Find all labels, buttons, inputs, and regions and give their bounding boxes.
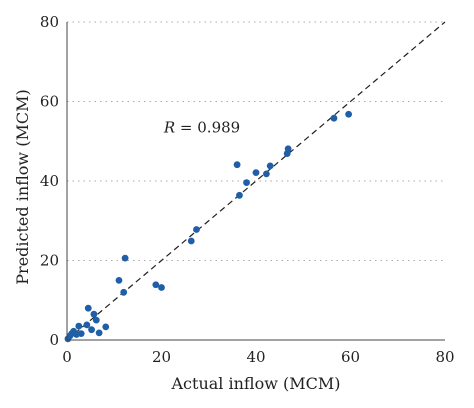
data-point [158, 284, 165, 291]
y-axis-title: Predicted inflow (MCM) [13, 89, 32, 284]
y-tick-label: 20 [40, 252, 59, 270]
x-tick-labels: 0 20 40 60 80 [62, 348, 454, 366]
data-point [233, 161, 241, 169]
data-point [345, 110, 353, 118]
data-point [83, 321, 91, 329]
y-tick-labels: 0 20 40 60 80 [40, 13, 59, 349]
axes [66, 22, 445, 341]
data-point [243, 179, 250, 186]
data-point [102, 323, 110, 331]
data-point [77, 330, 85, 338]
data-point [75, 322, 83, 330]
correlation-annotation: R = 0.989 [163, 119, 240, 137]
data-point [120, 288, 128, 296]
data-point [330, 114, 338, 122]
correlation-symbol: R [163, 119, 175, 137]
y-tick-label: 80 [40, 13, 59, 31]
data-point [187, 237, 195, 245]
data-point [90, 310, 98, 318]
x-tick-label: 20 [152, 348, 171, 366]
y-tick-label: 0 [49, 331, 59, 349]
data-point [88, 326, 95, 334]
x-axis-title: Actual inflow (MCM) [171, 374, 341, 393]
x-tick-label: 80 [435, 348, 454, 366]
data-point [262, 170, 270, 178]
data-point [236, 191, 243, 199]
x-tick-label: 60 [341, 348, 360, 366]
data-point [92, 316, 100, 324]
x-tick-label: 0 [62, 348, 72, 366]
reference-line-y-equals-x [66, 21, 446, 341]
data-point [284, 145, 292, 153]
data-point [266, 162, 274, 170]
x-tick-label: 40 [246, 348, 265, 366]
correlation-value: = 0.989 [175, 119, 240, 137]
data-point [152, 281, 160, 289]
data-point [121, 254, 129, 262]
y-tick-label: 40 [40, 172, 59, 190]
grid-lines [67, 21, 445, 261]
data-point [193, 226, 200, 233]
data-point [95, 329, 103, 337]
data-point [84, 304, 92, 312]
data-point [115, 276, 123, 284]
data-point [252, 169, 260, 177]
data-points [64, 110, 353, 343]
y-tick-label: 60 [40, 93, 59, 111]
